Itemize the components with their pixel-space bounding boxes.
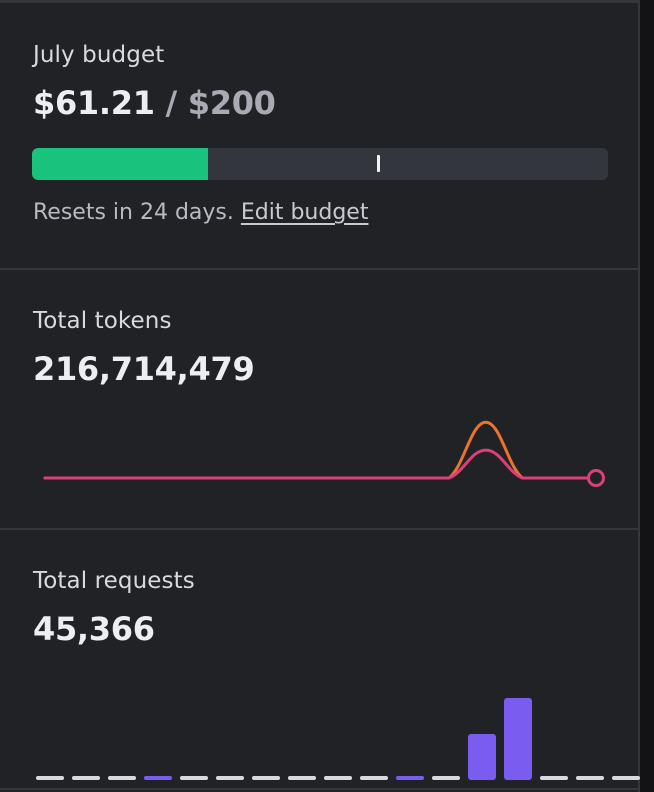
requests-bar [108,776,136,780]
budget-threshold-marker [377,155,380,172]
requests-bar [576,776,604,780]
requests-bar [396,776,424,780]
requests-bar [504,698,532,780]
budget-separator: / [165,84,178,122]
requests-bar [36,776,64,780]
requests-bar [144,776,172,780]
budget-spent: $61.21 [33,84,155,122]
budget-limit: $200 [187,84,276,122]
requests-bar [252,776,280,780]
requests-section: Total requests 45,366 [0,530,640,790]
requests-bar [288,776,316,780]
requests-bar [72,776,100,780]
budget-progress-bar [32,148,608,180]
tokens-sparkline [43,420,605,487]
tokens-total: 216,714,479 [33,350,255,388]
requests-bar [216,776,244,780]
tokens-section: Total tokens 216,714,479 [0,270,640,530]
usage-panel: July budget $61.21 / $200 Resets in 24 d… [0,0,640,792]
requests-bar [180,776,208,780]
requests-total: 45,366 [33,610,155,648]
tokens-series-pink-line [43,448,598,480]
top-divider [0,0,640,3]
tokens-label: Total tokens [33,308,172,334]
tokens-series-orange-line [43,420,598,480]
budget-label: July budget [33,42,165,68]
requests-bar-chart [36,698,640,780]
tokens-latest-point-marker [587,469,605,487]
requests-bar [360,776,388,780]
requests-bar [324,776,352,780]
requests-bar [540,776,568,780]
requests-bar [432,776,460,780]
budget-progress-fill [32,148,208,180]
edit-budget-link[interactable]: Edit budget [240,200,369,225]
requests-bar [468,734,496,780]
budget-section: July budget $61.21 / $200 Resets in 24 d… [0,0,640,270]
requests-label: Total requests [33,568,195,594]
budget-reset-text: Resets in 24 days. [33,200,234,225]
budget-amount: $61.21 / $200 [33,84,276,122]
budget-reset-info: Resets in 24 days. Edit budget [33,200,368,225]
requests-bar [612,776,640,780]
